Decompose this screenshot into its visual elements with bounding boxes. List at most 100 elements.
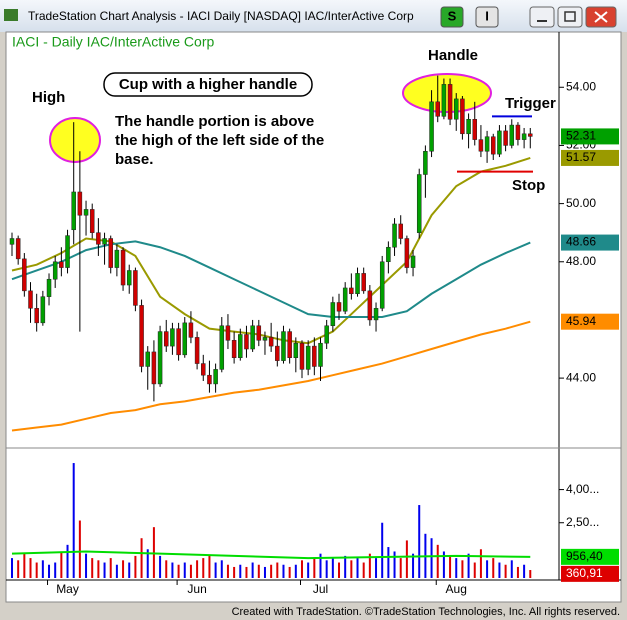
candle-body [238,334,243,358]
volume-bar [467,553,470,578]
volume-bar [171,562,174,578]
candle-body [472,119,477,140]
volume-bar [393,551,396,578]
candle-body [491,136,496,155]
volume-bar [368,553,371,578]
last-value-label: 45.94 [566,314,596,328]
restore-icon [564,11,576,22]
volume-bar [523,564,526,578]
volume-bar [486,560,489,578]
candle-body [355,273,360,295]
candle-body [9,238,15,245]
last-value-box [561,234,619,251]
candle-body [65,235,70,268]
volume-bar [405,540,408,578]
title-bar [0,0,627,32]
volume-bar [177,564,180,578]
candle-body [219,325,225,370]
chart-title: IACI - Daily IAC/InterActive Corp [12,34,214,50]
last-value-label: 360,91 [566,566,603,580]
volume-bar [23,553,26,578]
volume-bar [263,566,266,578]
candle-body [176,328,181,356]
volume-bar [245,566,248,578]
s-button-label[interactable]: S [448,8,457,23]
s-button[interactable] [440,6,464,28]
candle-body [342,287,348,312]
volume-bar [294,564,297,578]
volume-bar [220,560,223,578]
last-value-label: 956,40 [566,549,603,563]
y-tick-label: 54.00 [566,79,596,93]
last-value-label: 48.66 [566,235,596,249]
x-tick-label: May [56,582,79,596]
candle-body [34,308,39,324]
volume-bar [11,558,13,578]
candle-body [120,249,126,286]
candle-body [201,363,206,376]
annotation: Handle [428,47,478,64]
minimize-button[interactable] [529,6,555,28]
volume-bar [356,558,359,578]
candle-body [392,223,397,248]
candle-body [126,270,132,286]
volume-bar [183,562,186,578]
volume-bar [276,562,279,578]
candle-body [157,331,163,385]
candle-body [429,101,434,152]
candle-body [349,287,354,295]
i-button-label[interactable]: I [485,8,489,23]
candle-body [268,337,274,347]
volume-bar [226,564,229,578]
candle-body [404,238,410,268]
candle-body [170,328,175,347]
volume-bar [97,560,100,578]
candle-body [379,261,385,309]
candle-body [256,325,262,341]
candle-body [293,342,299,358]
volume-bar [85,553,88,578]
candle-body [28,290,33,309]
window-title: TradeStation Chart Analysis - IACI Daily… [28,9,414,23]
volume-bar [418,505,421,578]
candle-body [71,191,76,231]
last-value-box [561,548,619,565]
candle-body [194,337,200,364]
candle-body [386,246,391,263]
candle-body [515,124,521,140]
candle-body [521,133,527,140]
i-button[interactable] [475,6,499,28]
volume-bar [375,558,378,578]
x-tick-label: Aug [446,582,467,596]
volume-bar [122,560,125,578]
volume-bar [72,463,75,578]
volume-bar [189,564,192,578]
volume-bar [251,562,254,578]
annotation: High [32,89,65,106]
volume-bar [115,564,118,578]
candle-body [509,124,515,146]
volume-bar [313,558,316,578]
volume-bar [319,553,322,578]
volume-bar [399,558,402,578]
volume-bar [381,522,384,578]
candle-body [114,249,120,268]
y-tick-label: 50.00 [566,196,596,210]
candle-body [52,261,58,280]
annotation-box [103,72,313,97]
candle-body [503,130,508,146]
candle-body [108,238,113,268]
volume-bar [412,553,415,578]
candle-body [287,331,292,358]
y-tick-label: 44.00 [566,370,596,384]
candle-body [312,345,317,367]
footer: Created with TradeStation. ©TradeStation… [232,606,620,618]
candle-body [275,345,280,361]
x-tick-label: Jun [187,582,206,596]
candle-body [410,255,416,268]
volume-bar [66,544,69,578]
volume-bar [159,555,162,578]
restore-button[interactable] [557,6,583,28]
volume-bar [529,570,532,578]
